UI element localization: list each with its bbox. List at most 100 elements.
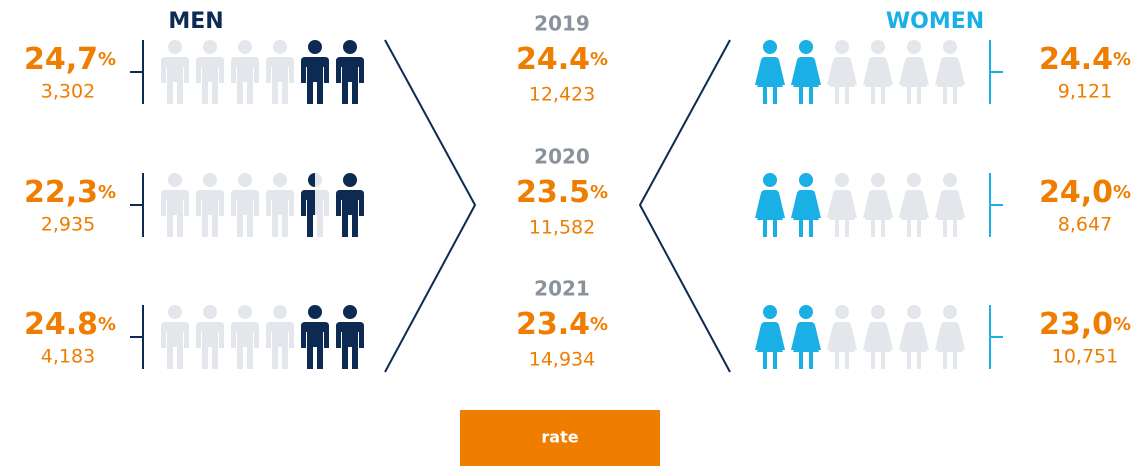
icon-body (827, 57, 857, 104)
icon-fill (791, 305, 821, 369)
person-icon (755, 40, 785, 104)
rate-unit: % (98, 182, 116, 203)
icon-body (863, 57, 893, 104)
person-icon (935, 173, 965, 237)
icon-fill (301, 305, 329, 369)
icon-body (935, 190, 965, 237)
icon-head (799, 305, 813, 319)
count: 10,751 (1052, 346, 1118, 368)
icon-body (827, 190, 857, 237)
icon-head (203, 173, 217, 187)
person-icon (755, 173, 785, 237)
count: 2,935 (41, 214, 95, 236)
person-icon (266, 173, 294, 237)
count: 8,647 (1058, 214, 1112, 236)
women-label: WOMEN (886, 9, 984, 34)
person-icon (899, 40, 929, 104)
rate-value: 24.8 (24, 307, 98, 342)
icon-fill (336, 40, 364, 104)
icon-body (791, 190, 821, 237)
icon-head (168, 40, 182, 54)
icon-head (907, 40, 921, 54)
person-icon (791, 173, 821, 237)
button-label[interactable]: rate (541, 428, 578, 447)
icon-fill (755, 40, 785, 104)
chevron-right (639, 39, 731, 373)
icon-head (273, 173, 287, 187)
person-icon (863, 173, 893, 237)
person-icon (266, 305, 294, 369)
icon-fill (301, 40, 329, 104)
rate-unit: % (98, 314, 116, 335)
icon-head (273, 40, 287, 54)
person-icon (935, 305, 965, 369)
rate-unit: % (1113, 49, 1131, 70)
person-icon (791, 305, 821, 369)
person-icon (935, 40, 965, 104)
rate-button[interactable]: rate (460, 410, 660, 466)
rate-unit: % (590, 49, 608, 70)
rate-unit: % (590, 314, 608, 335)
icon-body (196, 322, 224, 369)
icon-head (835, 173, 849, 187)
person-icon (336, 173, 364, 237)
button-bg[interactable] (460, 410, 660, 466)
icon-head (871, 40, 885, 54)
icon-head (943, 305, 957, 319)
icon-body (231, 190, 259, 237)
count: 3,302 (41, 81, 95, 103)
person-icon (196, 173, 224, 237)
men-label: MEN (168, 9, 223, 34)
icon-body (827, 322, 857, 369)
icon-body (266, 322, 294, 369)
year: 2019 (534, 12, 590, 36)
person-icon (196, 40, 224, 104)
icon-body (899, 57, 929, 104)
icon-body (301, 190, 315, 237)
icon-fill (755, 173, 785, 237)
icon-body (755, 190, 785, 237)
icon-head (907, 173, 921, 187)
icon-fill (791, 40, 821, 104)
icon-head (943, 173, 957, 187)
person-icon (301, 173, 329, 237)
rate-value: 24,7 (24, 42, 98, 77)
icon-head (799, 40, 813, 54)
person-icon (827, 40, 857, 104)
icon-body (301, 322, 329, 369)
icon-body (161, 322, 189, 369)
count: 9,121 (1058, 81, 1112, 103)
icon-head (343, 173, 357, 187)
icon-head (835, 305, 849, 319)
count: 11,582 (529, 217, 595, 239)
icon-body (266, 190, 294, 237)
icon-head (763, 173, 777, 187)
person-icon (899, 173, 929, 237)
icon-head (835, 40, 849, 54)
icon-body (336, 57, 364, 104)
icon-head (907, 305, 921, 319)
icon-head (273, 305, 287, 319)
icon-head (943, 40, 957, 54)
rate: 22,3% (24, 175, 116, 210)
rate-unit: % (590, 182, 608, 203)
rate-value: 23,0 (1039, 307, 1113, 342)
count: 14,934 (529, 349, 595, 371)
person-icon (755, 305, 785, 369)
rate: 24.4% (516, 42, 608, 77)
person-icon (231, 40, 259, 104)
person-icon (827, 173, 857, 237)
rate-value: 24.4 (1039, 42, 1113, 77)
icon-head (343, 305, 357, 319)
icon-body (196, 57, 224, 104)
icon-body (196, 190, 224, 237)
count: 4,183 (41, 346, 95, 368)
icon-head (238, 305, 252, 319)
rate: 23.5% (516, 175, 608, 210)
icon-head (343, 40, 357, 54)
person-icon (863, 305, 893, 369)
icon-head (308, 173, 315, 187)
count: 12,423 (529, 84, 595, 106)
icon-head (871, 305, 885, 319)
